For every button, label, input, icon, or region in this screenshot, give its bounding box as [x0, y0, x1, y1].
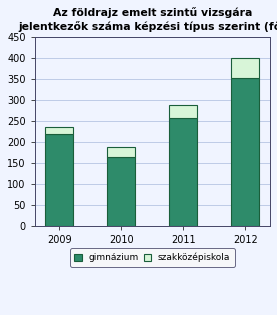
Bar [45, 127, 73, 134]
Bar [170, 118, 197, 226]
Bar [170, 105, 197, 118]
Bar [107, 157, 135, 226]
Title: Az földrajz emelt szintű vizsgára
jelentkezők száma képzési típus szerint (fő): Az földrajz emelt szintű vizsgára jelent… [18, 7, 277, 32]
Bar [107, 147, 135, 157]
Legend: gimnázium, szakközépiskola: gimnázium, szakközépiskola [70, 249, 235, 267]
Bar [45, 134, 73, 226]
Bar [231, 58, 259, 78]
Bar [231, 78, 259, 226]
